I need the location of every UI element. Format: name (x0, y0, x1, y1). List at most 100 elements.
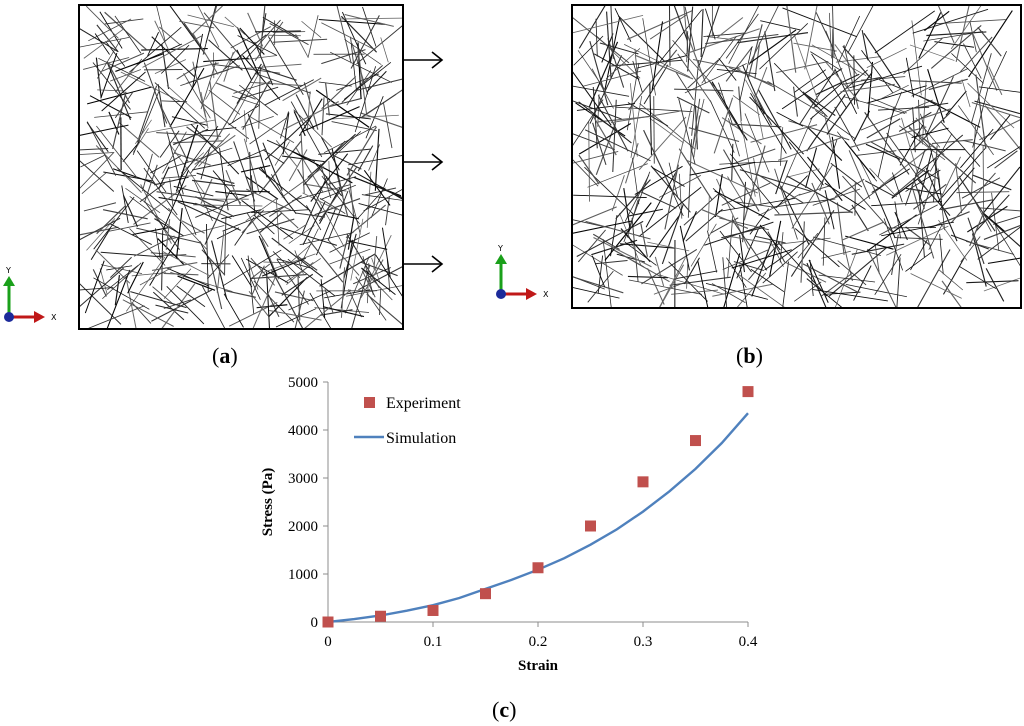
fiber (156, 6, 166, 42)
fiber (161, 44, 170, 90)
fiber (310, 153, 349, 202)
fiber (302, 140, 346, 186)
fiber (889, 227, 937, 229)
fiber (692, 98, 701, 148)
fiber (961, 177, 1001, 199)
experiment-point (637, 476, 649, 488)
fiber (99, 268, 108, 295)
fiber (898, 111, 932, 132)
fiber (360, 261, 398, 277)
fiber (101, 52, 145, 72)
fiber (812, 188, 861, 206)
fiber (658, 175, 701, 198)
fiber (838, 15, 861, 63)
fiber (301, 106, 360, 133)
fiber (114, 91, 134, 119)
fiber (950, 6, 982, 50)
fiber (282, 112, 290, 155)
fiber (661, 203, 684, 265)
fiber (84, 260, 105, 314)
fiber (318, 18, 385, 25)
fiber (246, 212, 269, 248)
fiber (143, 164, 158, 203)
fiber (249, 151, 252, 191)
fiber (731, 249, 792, 269)
fiber (374, 128, 380, 191)
fiber (843, 244, 853, 282)
fiber (824, 114, 834, 154)
fiber (738, 86, 742, 121)
fiber (107, 265, 139, 291)
fiber (601, 33, 614, 63)
fiber (955, 163, 963, 214)
fiber (253, 280, 295, 323)
fiber (336, 172, 349, 218)
fiber (80, 160, 115, 192)
fiber (983, 277, 1020, 292)
fiber (288, 149, 308, 182)
fiber (159, 26, 181, 46)
fiber (874, 253, 902, 295)
fiber (95, 249, 131, 284)
fiber-network-panel-b (571, 4, 1022, 309)
fiber (645, 172, 677, 228)
fiber (675, 71, 694, 100)
fiber (798, 185, 831, 196)
fiber (843, 96, 906, 114)
fiber (169, 6, 206, 55)
fiber (708, 79, 745, 137)
fiber (754, 235, 786, 244)
fiber (169, 67, 205, 128)
fiber (225, 169, 241, 206)
y-axis-label: Stress (Pa) (260, 468, 276, 536)
fiber (611, 248, 645, 268)
fiber (93, 196, 135, 250)
fiber (331, 114, 399, 120)
fiber (192, 155, 261, 171)
fiber (275, 197, 280, 246)
fiber (993, 215, 1020, 225)
fiber (770, 198, 836, 208)
fiber (807, 156, 843, 202)
fiber (956, 191, 1010, 194)
fiber (991, 192, 1000, 251)
fiber (346, 126, 378, 176)
fiber (629, 83, 638, 157)
fiber (822, 217, 826, 266)
fiber (161, 283, 196, 328)
fiber (149, 237, 179, 286)
fiber (596, 35, 641, 79)
fiber (960, 128, 994, 169)
fiber (86, 121, 117, 176)
fiber (977, 26, 1002, 57)
fiber (745, 79, 761, 108)
fiber (340, 267, 346, 318)
fiber (166, 286, 205, 325)
fiber (611, 175, 625, 212)
fiber (585, 220, 651, 240)
fiber (754, 94, 764, 139)
fiber (254, 21, 284, 62)
fiber (178, 189, 197, 236)
fiber (780, 185, 810, 246)
fiber (754, 42, 761, 79)
fiber (607, 38, 625, 88)
fiber (731, 219, 768, 271)
fiber (591, 255, 606, 288)
fiber (777, 136, 844, 161)
fiber (143, 167, 178, 216)
arrow-right-icon-top (402, 51, 444, 69)
fiber (296, 255, 318, 271)
fiber (284, 258, 321, 283)
fiber (327, 239, 360, 276)
panel-label-c: (c) (492, 697, 517, 722)
fiber (212, 170, 242, 204)
fiber (243, 138, 260, 192)
fiber (577, 229, 606, 263)
fiber (80, 152, 115, 156)
fiber (192, 179, 235, 187)
fiber (350, 218, 364, 281)
fiber (610, 110, 680, 124)
fiber (150, 155, 182, 174)
fiber (166, 131, 184, 195)
